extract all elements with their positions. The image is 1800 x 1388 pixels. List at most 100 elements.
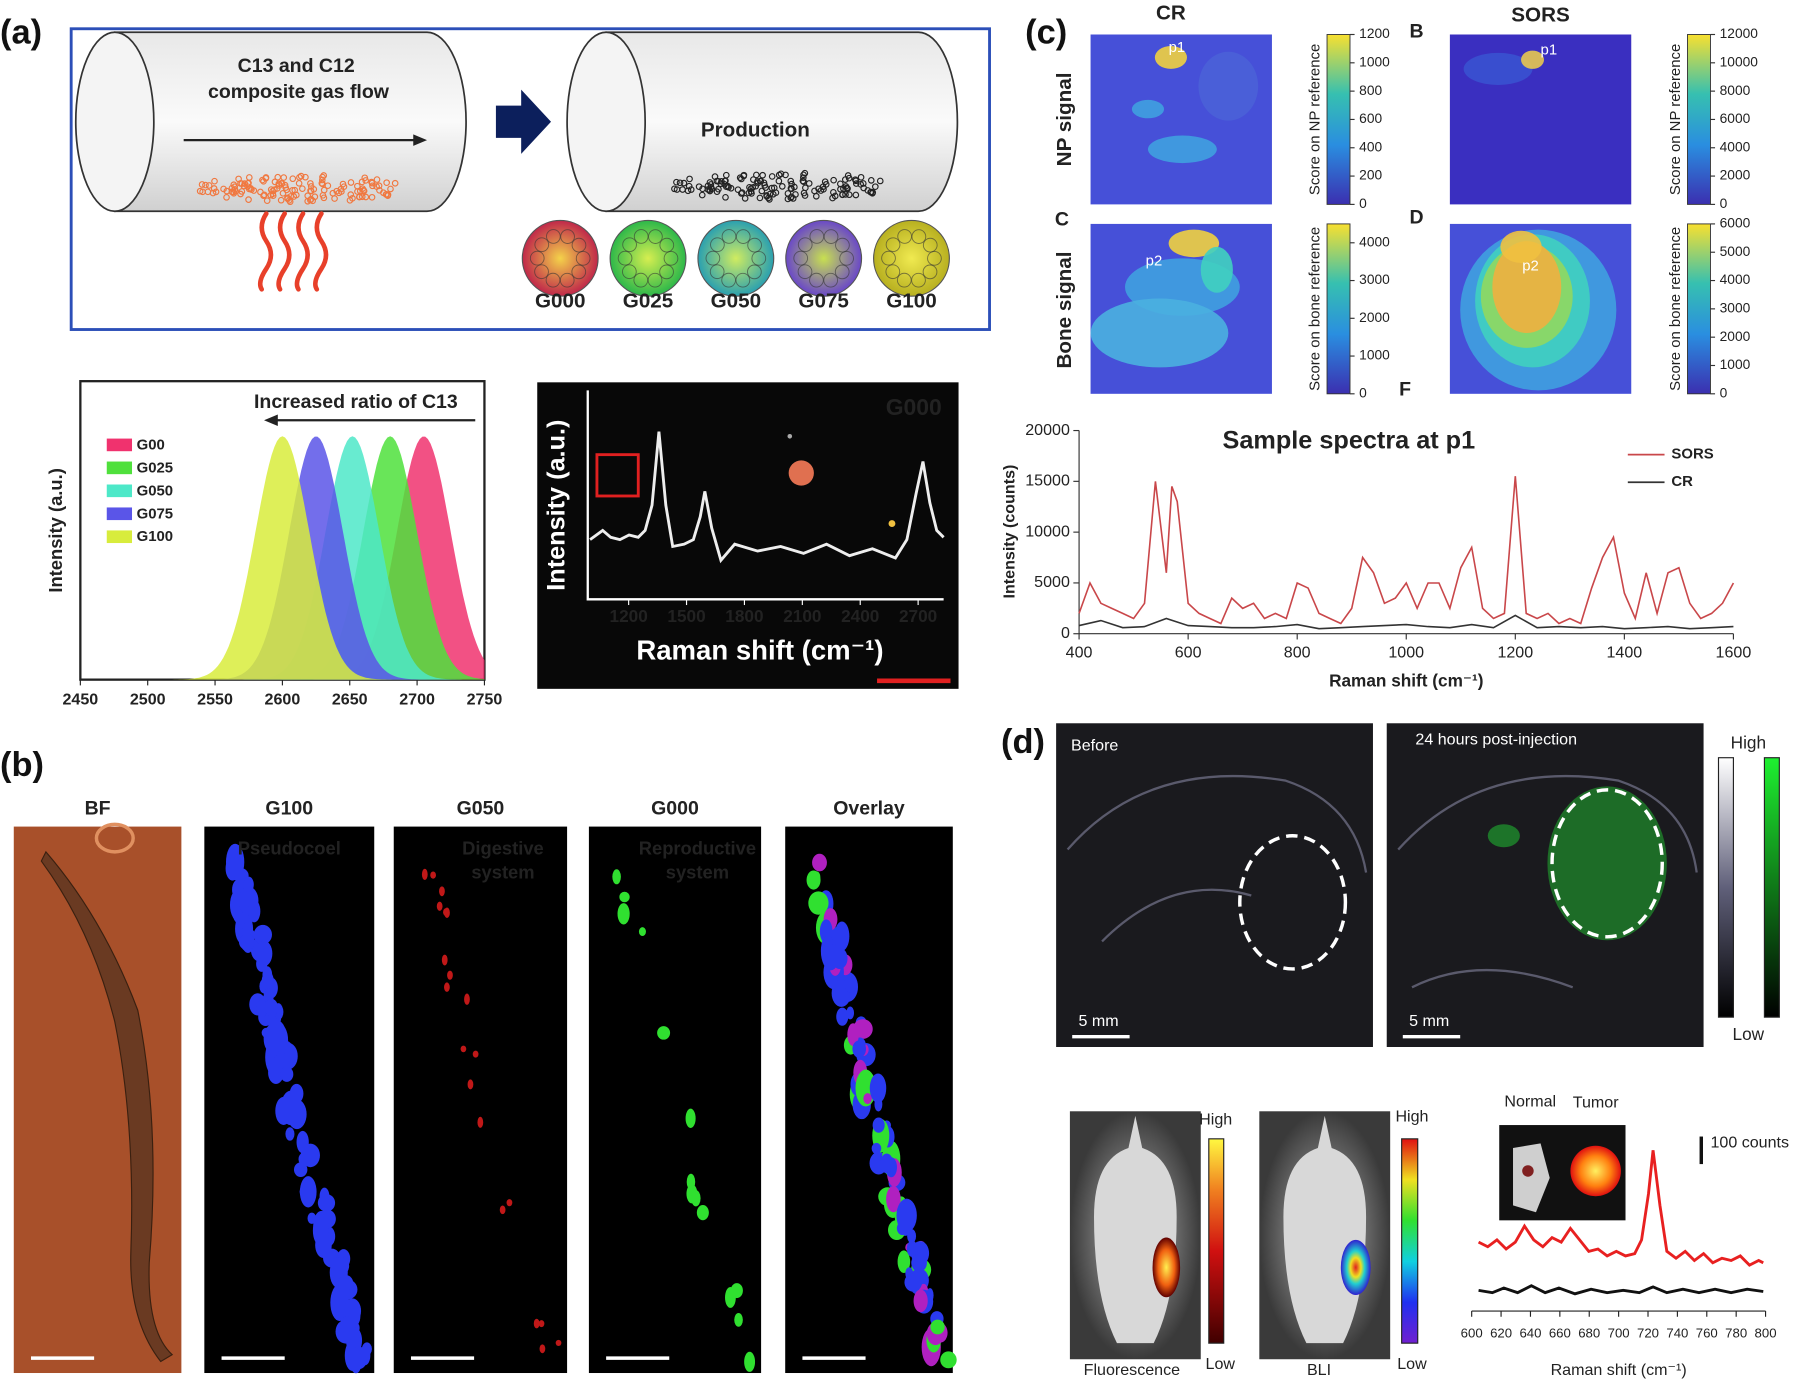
x-tick-label: 600 (1175, 643, 1202, 661)
heat-wave (257, 211, 274, 292)
fullerene-cell (885, 237, 901, 253)
signal-spot (691, 1190, 701, 1207)
product-dot (707, 183, 715, 191)
signal-spot (300, 1143, 320, 1168)
heatmap-blob (1168, 229, 1220, 258)
product-dot (864, 187, 872, 194)
signal-spot (444, 982, 450, 992)
product-dot (831, 192, 839, 200)
catalyst-dot (205, 182, 213, 189)
colorbar-tick-label: 1000 (1359, 348, 1390, 363)
legend-swatch (106, 530, 133, 544)
colorbar-tick-label: 3000 (1359, 272, 1390, 287)
signal-spot (335, 1319, 356, 1344)
catalyst-dot (212, 188, 220, 196)
signal-spot (430, 871, 436, 879)
schematic-text: composite gas flow (208, 81, 390, 103)
product-dots (671, 169, 884, 203)
catalyst-dot (235, 175, 242, 183)
particle (788, 460, 814, 486)
fullerene-cell (835, 237, 850, 253)
signal-spot (869, 1073, 887, 1103)
fullerene-cell (747, 237, 762, 253)
normal-tissue-spot (1522, 1165, 1534, 1177)
colorbar-low: Low (1206, 1355, 1236, 1373)
catalyst-dot (290, 193, 298, 200)
colorbar-label: Score on bone reference (1667, 227, 1684, 391)
tissue-line (1066, 774, 1368, 873)
catalyst-dot (271, 186, 278, 194)
catalyst-dot (384, 192, 392, 199)
product-dot (800, 178, 807, 185)
product-dot (841, 176, 849, 183)
signal-spot (657, 1026, 671, 1040)
signal-spot (555, 1339, 562, 1346)
colorbar-high: High (1199, 1111, 1232, 1129)
x-tick-label: 1200 (610, 606, 648, 626)
catalyst-dot (257, 188, 264, 196)
signal-overlay (1547, 786, 1667, 941)
normal-spectrum (1478, 1284, 1764, 1296)
catalyst-dot (259, 176, 266, 184)
catalyst-dot (244, 183, 251, 190)
x-axis-label: Raman shift (cm⁻¹) (1551, 1361, 1687, 1379)
catalyst-dot (358, 193, 366, 201)
product-dot (830, 176, 837, 184)
product-dot (671, 185, 678, 193)
x-tick-label: 1400 (1606, 643, 1642, 661)
x-tick-label: 760 (1696, 1325, 1718, 1340)
product-dot (687, 186, 695, 193)
signal-spot (460, 1045, 467, 1053)
colorbar-tick-label: 1000 (1720, 357, 1751, 372)
legend-label: G025 (137, 459, 173, 476)
catalyst-dot (263, 197, 271, 204)
signal-spot (268, 1061, 284, 1084)
catalyst-dot (373, 176, 381, 183)
catalyst-dot (356, 193, 363, 201)
colorbar (1401, 1138, 1419, 1344)
fullerene-cell (705, 250, 721, 266)
catalyst-dot (279, 189, 287, 197)
fullerene-cell (575, 251, 591, 266)
point-label: p1 (1169, 39, 1186, 56)
heatmap-blob (1154, 45, 1187, 69)
fullerene-cell (633, 272, 649, 288)
catalyst-dot (210, 185, 218, 192)
column-subtitle: system (666, 861, 729, 882)
product-dot (734, 186, 742, 194)
catalyst-dot (307, 187, 314, 194)
product-dot (711, 173, 719, 180)
signal-spot (638, 927, 646, 937)
catalyst-dot (277, 196, 285, 204)
x-tick-label: 680 (1578, 1325, 1600, 1340)
x-tick-label: 1200 (1497, 643, 1533, 661)
y-tick-label: 15000 (1025, 472, 1070, 490)
signal-spot (472, 1050, 479, 1058)
product-dot (699, 185, 706, 193)
signal-spot (538, 1320, 545, 1328)
column-title: CR (1156, 1, 1186, 24)
colorbar (1326, 34, 1351, 205)
fullerene-cell (834, 264, 850, 280)
product-dot (782, 171, 789, 179)
spectrum-line (1078, 614, 1734, 630)
signal-spot (913, 1289, 928, 1313)
sphere-label: G075 (798, 289, 849, 312)
signal-spot (926, 1288, 934, 1303)
signal-spot (930, 1319, 945, 1335)
catalyst-dot (318, 179, 326, 187)
point-label: p2 (1146, 253, 1163, 270)
axes (1078, 430, 1734, 635)
spheres: G000 G025 G050 G075 G100 (521, 219, 950, 312)
fullerene-cell (622, 237, 637, 253)
catalyst-dot (260, 177, 267, 185)
x-axis-label: Raman shift (cm⁻¹) (1329, 670, 1483, 690)
product-dot (839, 191, 847, 198)
fullerene (609, 219, 687, 297)
fullerene-cell (823, 229, 839, 244)
product-dot (750, 176, 757, 183)
fullerene-cell (797, 237, 813, 253)
colorbar-tick-label: 8000 (1720, 83, 1751, 98)
catalyst-dot (291, 186, 299, 194)
colorbar-tick-label: 5000 (1720, 244, 1751, 259)
